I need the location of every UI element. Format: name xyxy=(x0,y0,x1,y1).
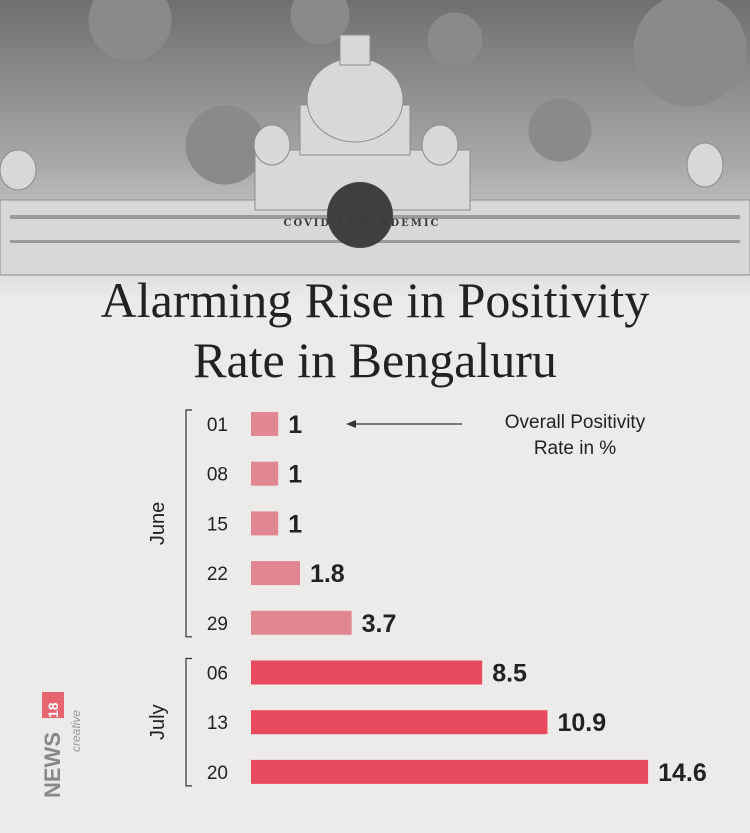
bar-june-01 xyxy=(251,412,279,436)
value-label-june-01: 1 xyxy=(288,411,302,439)
bracket-july xyxy=(185,657,192,787)
positivity-rate-annotation: Overall Positivity Rate in % xyxy=(460,410,690,462)
bar-july-06 xyxy=(251,660,483,685)
logo-sub: creative xyxy=(69,710,83,752)
bar-june-08 xyxy=(251,461,279,486)
value-label-july-06: 8.5 xyxy=(492,660,527,688)
annotation-line-2: Rate in % xyxy=(533,438,617,459)
logo-number: 18 xyxy=(45,702,61,718)
annotation-arrow-head xyxy=(346,420,356,428)
day-label-june-22: 22 xyxy=(207,564,228,585)
value-label-june-08: 1 xyxy=(288,461,302,489)
month-label-june: June xyxy=(147,502,169,545)
value-label-july-13: 10.9 xyxy=(557,709,606,737)
bar-june-22 xyxy=(251,561,300,586)
value-label-june-29: 3.7 xyxy=(362,610,397,638)
covid-stamp: COVID-19 PANDEMIC xyxy=(283,218,441,229)
chart-title-line-2: Rate in Bengaluru xyxy=(193,332,557,388)
bar-june-15 xyxy=(251,511,279,536)
logo-number-badge xyxy=(42,692,64,718)
bracket-june xyxy=(185,409,192,638)
vidhana-soudha-background xyxy=(0,0,750,300)
month-label-july: July xyxy=(147,704,169,740)
day-label-july-06: 06 xyxy=(207,664,228,685)
day-label-june-15: 15 xyxy=(207,514,228,535)
logo-name: NEWS xyxy=(40,732,65,798)
day-label-july-13: 13 xyxy=(207,713,228,734)
bar-july-13 xyxy=(251,710,548,735)
chart-title-line-1: Alarming Rise in Positivity xyxy=(100,272,650,328)
bar-june-29 xyxy=(251,610,352,635)
value-label-june-22: 1.8 xyxy=(310,560,345,588)
day-label-june-08: 08 xyxy=(207,465,228,486)
value-label-july-20: 14.6 xyxy=(658,759,707,787)
day-label-june-29: 29 xyxy=(207,614,228,635)
news18-creative-logo: NEWS 18 creative xyxy=(40,692,83,798)
bar-july-20 xyxy=(251,759,649,784)
annotation-line-1: Overall Positivity xyxy=(504,412,646,433)
day-label-july-20: 20 xyxy=(207,763,228,784)
day-label-june-01: 01 xyxy=(207,415,228,436)
value-label-june-15: 1 xyxy=(288,510,302,538)
